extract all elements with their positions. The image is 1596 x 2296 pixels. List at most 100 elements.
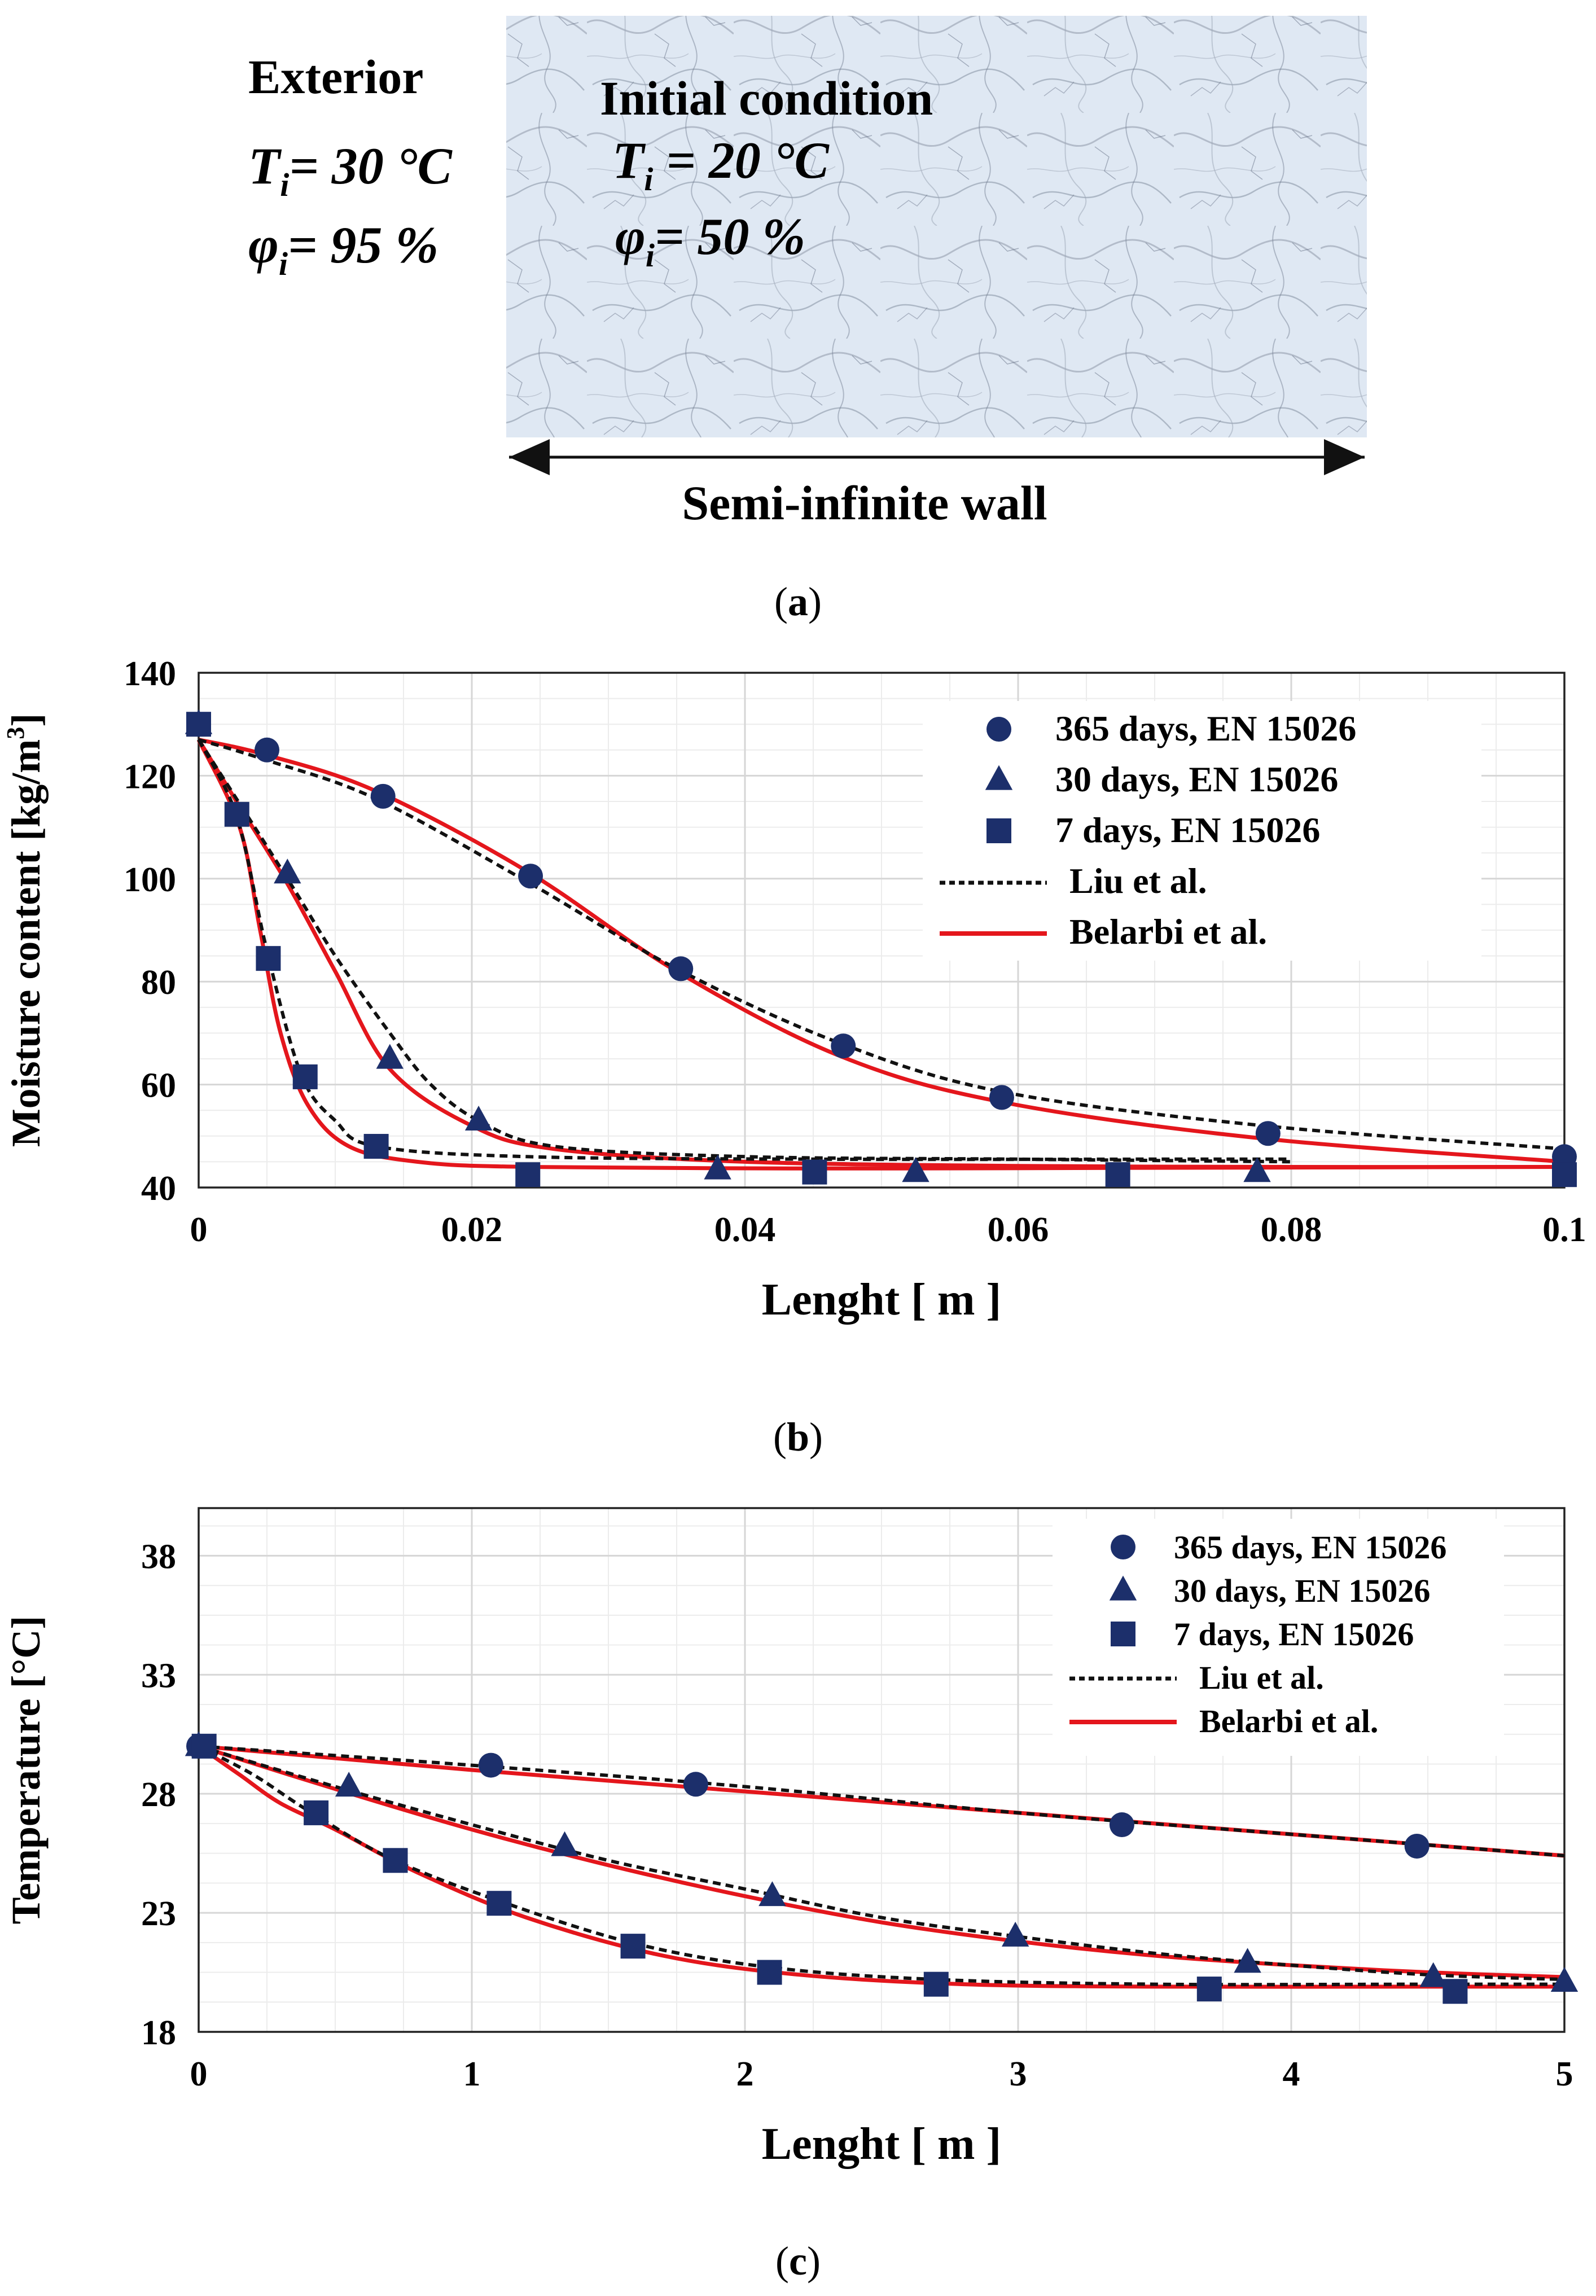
legend-label: Liu et al.	[1199, 1659, 1324, 1696]
wall-label: Semi-infinite wall	[682, 476, 1047, 530]
data-point-square	[923, 1971, 949, 1997]
data-point-square	[292, 1064, 318, 1089]
x-tick-label: 0.02	[441, 1211, 503, 1249]
x-tick-label: 0	[190, 1211, 208, 1249]
y-tick-label: 120	[124, 757, 176, 796]
legend-label: 365 days, EN 15026	[1055, 708, 1356, 748]
data-point-circle	[668, 956, 694, 982]
data-point-square	[256, 946, 281, 971]
legend-label: 7 days, EN 15026	[1174, 1616, 1414, 1653]
y-tick-label: 18	[141, 2014, 176, 2052]
y-axis-label-text: Temperature [°C]	[3, 1616, 49, 1925]
data-point-triangle	[274, 858, 301, 884]
x-tick-label: 0.06	[988, 1211, 1049, 1249]
x-tick-label: 4	[1283, 2055, 1300, 2093]
y-tick-label: 28	[141, 1776, 176, 1814]
legend-marker-triangle	[985, 765, 1013, 790]
data-point-square	[515, 1162, 541, 1188]
legend-label: Liu et al.	[1069, 861, 1207, 901]
legend-label: Belarbi et al.	[1199, 1703, 1378, 1739]
data-point-square	[1552, 1162, 1577, 1188]
x-tick-label: 5	[1556, 2055, 1573, 2093]
caption-a: (a)	[774, 579, 822, 624]
data-point-circle	[255, 737, 279, 763]
exterior-title: Exterior	[248, 50, 423, 104]
data-point-triangle	[1001, 1921, 1029, 1947]
x-tick-label: 0.08	[1261, 1211, 1322, 1249]
legend-box	[923, 701, 1481, 961]
data-point-triangle	[551, 1831, 578, 1856]
y-axis-label: Temperature [°C]	[3, 1616, 49, 1925]
data-point-triangle	[1243, 1157, 1271, 1182]
data-point-circle	[1404, 1833, 1430, 1859]
data-point-triangle	[704, 1154, 731, 1180]
liu-line	[197, 738, 1292, 1164]
y-axis-label-end: ]	[3, 713, 49, 727]
liu-line	[198, 1744, 1565, 1857]
data-point-triangle	[1419, 1962, 1447, 1987]
x-tick-label: 0.04	[714, 1211, 776, 1249]
legend-label: Belarbi et al.	[1069, 912, 1267, 952]
initial-condition-title: Initial condition	[600, 71, 933, 125]
legend-label: 365 days, EN 15026	[1174, 1529, 1446, 1566]
data-point-square	[1442, 1979, 1468, 2004]
data-point-triangle	[1234, 1948, 1261, 1973]
data-point-square	[224, 801, 249, 827]
legend-marker-circle	[1111, 1535, 1135, 1559]
data-point-triangle	[464, 1106, 493, 1131]
exterior-temperature: Ti= 30 °C	[248, 137, 453, 203]
data-point-square	[304, 1800, 329, 1825]
x-tick-label: 1	[463, 2055, 481, 2093]
exterior-humidity: φi= 95 %	[248, 216, 439, 282]
wall-marble-block	[506, 16, 1367, 437]
data-point-square	[1196, 1977, 1222, 2002]
caption-c: (c)	[775, 2238, 821, 2284]
x-axis-label: Lenght [ m ]	[762, 2119, 1001, 2169]
data-point-square	[191, 1733, 217, 1759]
y-tick-label: 100	[124, 861, 176, 899]
data-point-circle	[370, 783, 396, 809]
y-tick-label: 38	[141, 1537, 176, 1576]
x-tick-label: 3	[1010, 2055, 1027, 2093]
data-point-triangle	[758, 1881, 786, 1907]
data-point-square	[1105, 1162, 1130, 1188]
plot-frame	[198, 1507, 1566, 2033]
data-point-triangle	[376, 1044, 404, 1069]
y-axis-label: Moisture content [kg/m3]	[2, 713, 49, 1147]
data-point-triangle	[902, 1157, 929, 1182]
panel-a: Exterior Ti= 30 °C φi= 95 % Initial cond…	[248, 16, 1367, 624]
data-point-circle	[683, 1772, 708, 1797]
data-point-square	[486, 1891, 512, 1916]
x-tick-label: 0.1	[1542, 1211, 1586, 1249]
data-point-triangle	[1550, 1967, 1579, 1992]
y-tick-label: 60	[141, 1067, 176, 1105]
data-point-circle	[831, 1033, 856, 1059]
plot-frame	[198, 672, 1566, 1189]
legend-marker-square	[1111, 1622, 1135, 1646]
legend-label: 30 days, EN 15026	[1055, 759, 1338, 799]
legend-marker-triangle	[1109, 1575, 1137, 1601]
data-point-triangle	[335, 1772, 363, 1797]
liu-line	[197, 739, 1291, 1162]
data-point-circle	[1255, 1121, 1281, 1146]
data-point-square	[802, 1159, 827, 1185]
moisture-chart: 0 0.02 0.04 0.06 0.08 0.1 40 60 80 100 120 140 Lengh…	[2, 655, 1586, 1325]
y-tick-label: 140	[124, 655, 176, 693]
data-point-circle	[989, 1085, 1014, 1110]
initial-temperature: Ti = 20 °C	[612, 132, 830, 198]
x-axis-label: Lenght [ m ]	[762, 1275, 1001, 1325]
data-point-square	[363, 1134, 389, 1159]
y-tick-label: 40	[141, 1169, 176, 1208]
liu-line	[198, 1744, 1565, 1982]
data-point-circle	[518, 864, 543, 889]
data-point-circle	[478, 1752, 503, 1778]
data-point-square	[383, 1848, 408, 1873]
y-tick-label: 80	[141, 963, 176, 1002]
data-point-square	[186, 712, 211, 737]
legend-label: 7 days, EN 15026	[1055, 810, 1320, 850]
y-tick-label: 33	[141, 1657, 176, 1695]
data-point-square	[620, 1934, 646, 1959]
legend-marker-square	[986, 818, 1011, 843]
